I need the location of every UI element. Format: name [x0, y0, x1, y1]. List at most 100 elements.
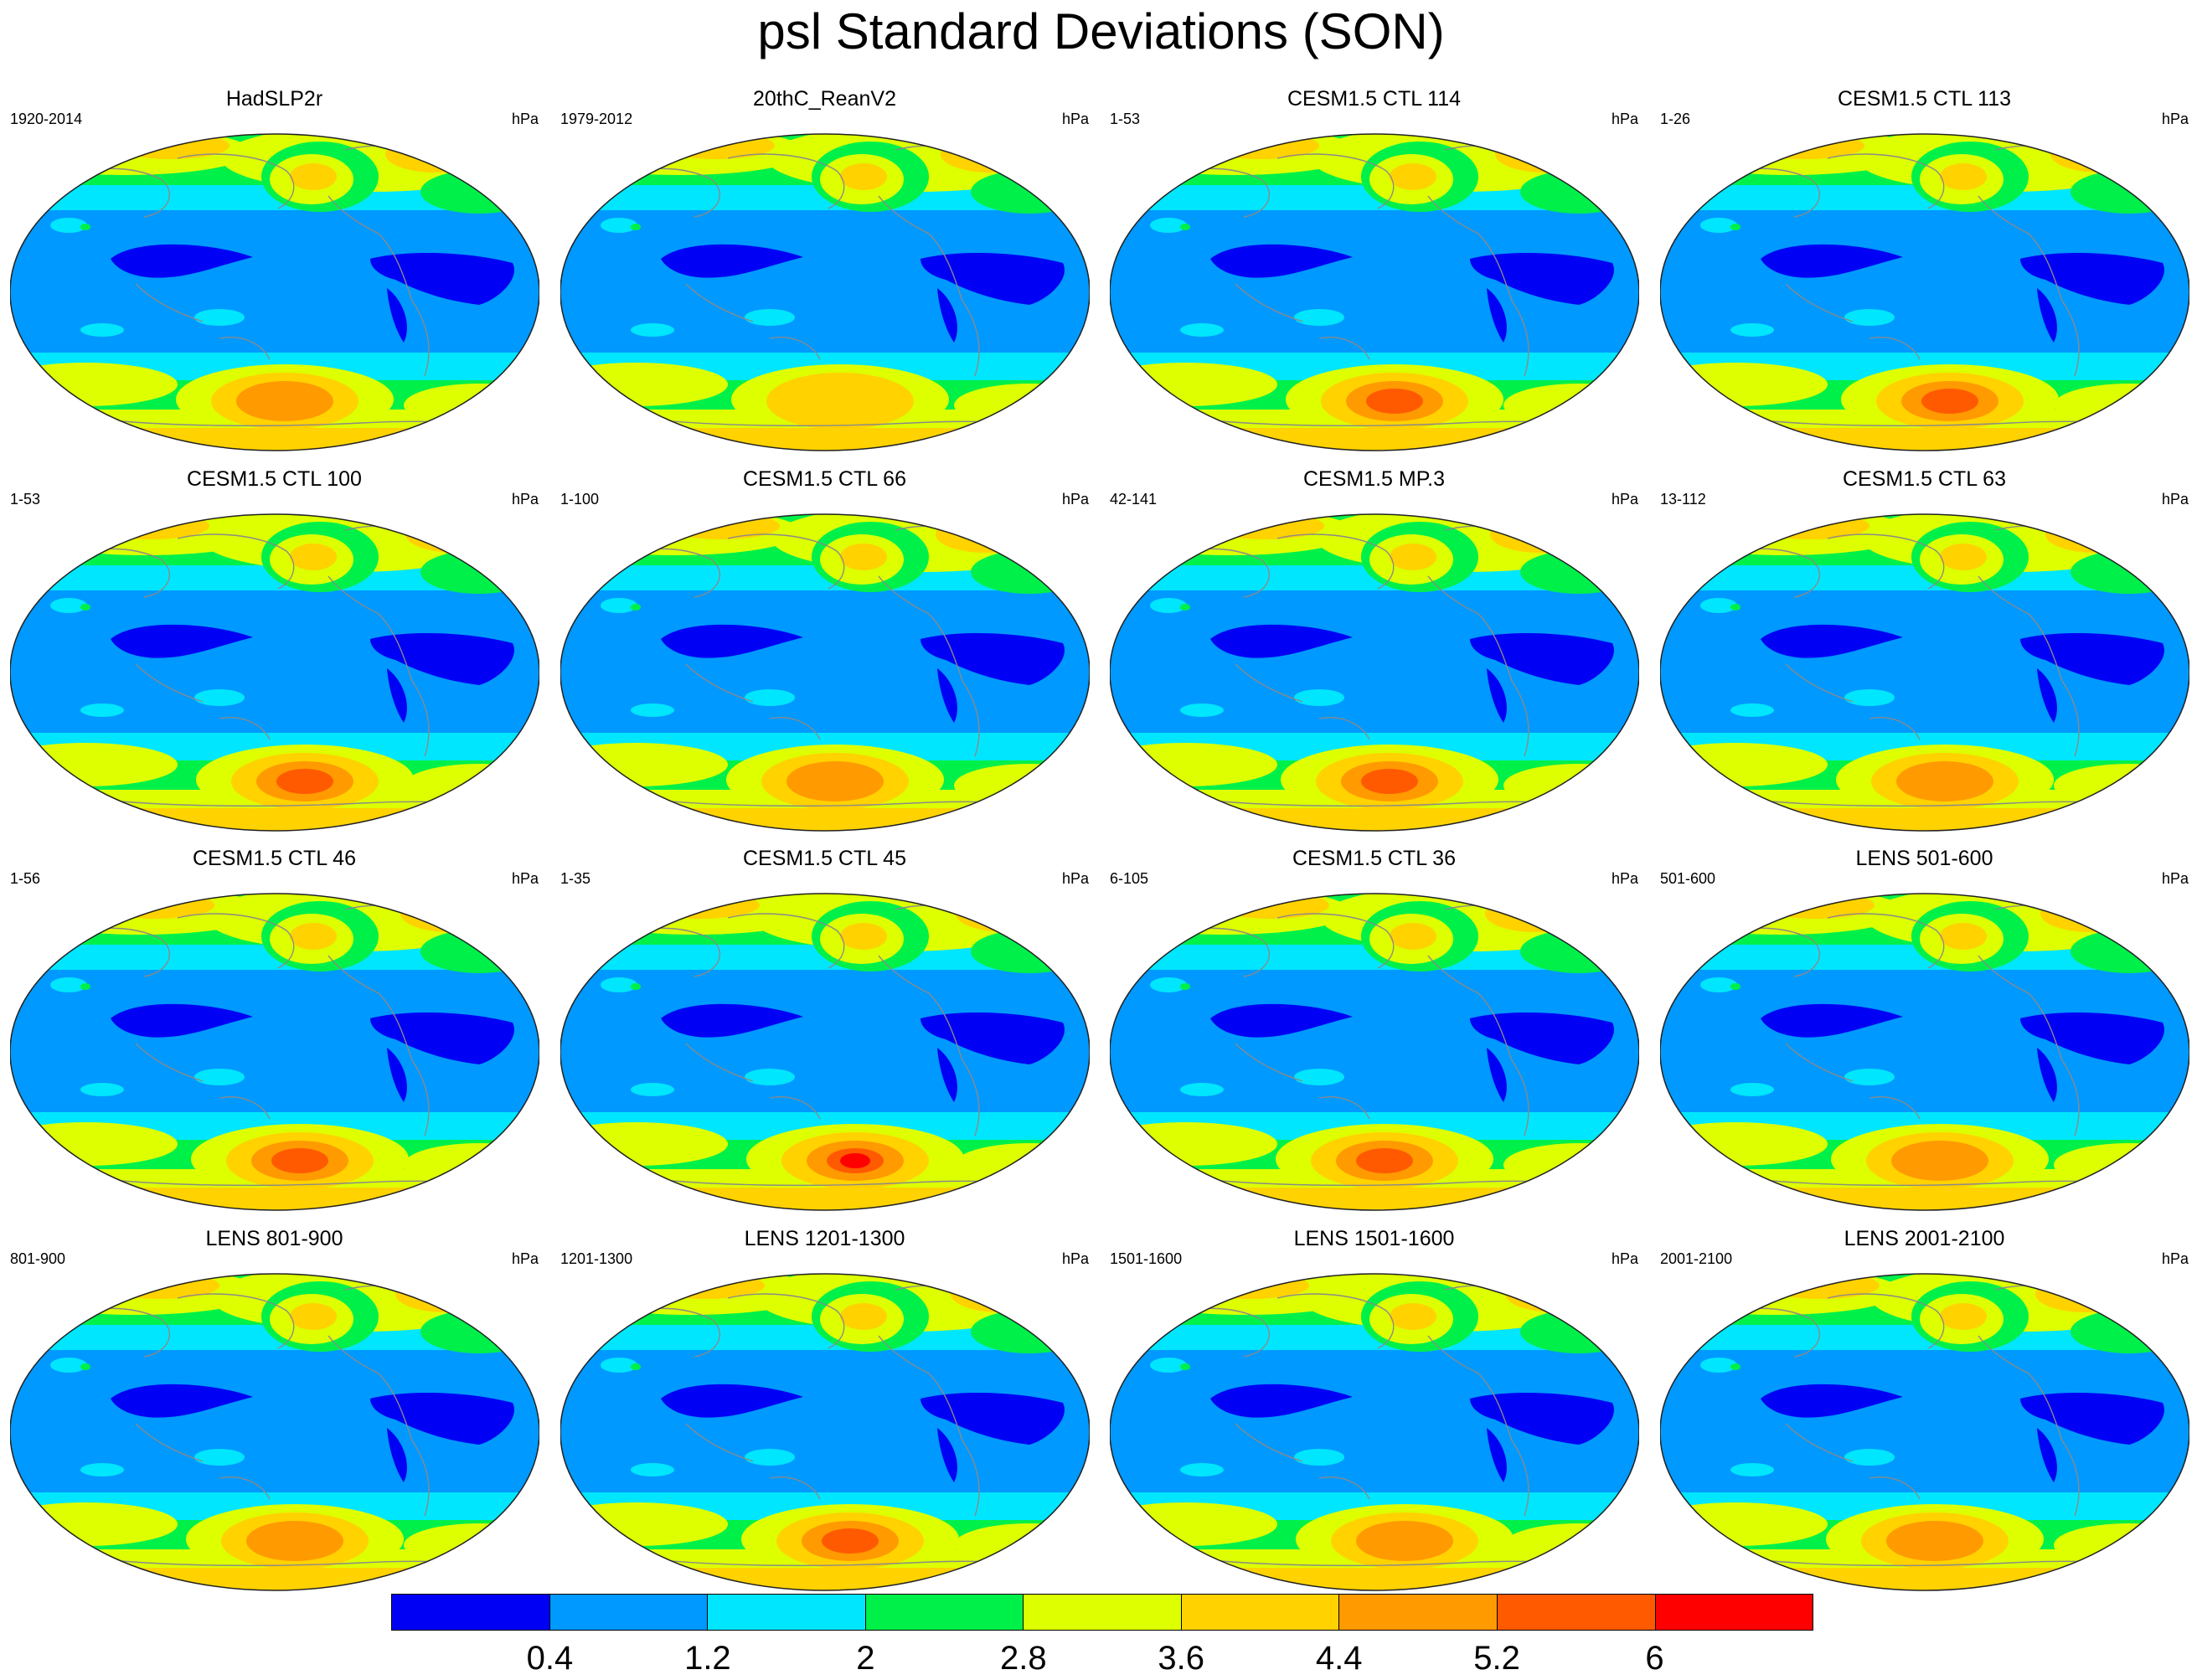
panel-unit: hPa [2161, 1250, 2189, 1267]
panel-title: LENS 801-900 [205, 1227, 343, 1250]
colorbar-tick-label: 4.4 [1315, 1640, 1363, 1677]
panel-title: CESM1.5 CTL 63 [1843, 467, 2006, 491]
panel-period: 1-35 [560, 870, 591, 887]
colorbar-boxes [391, 1594, 1813, 1631]
map-panel: LENS 801-900 801-900 hPa [0, 1226, 549, 1595]
map-panel: CESM1.5 CTL 45 1-35 hPa [550, 846, 1099, 1214]
panel-unit: hPa [511, 1250, 539, 1267]
panel-unit: hPa [2161, 870, 2189, 887]
map-panel: HadSLP2r 1920-2014 hPa [0, 86, 549, 455]
contour-map [1110, 1273, 1639, 1591]
panel-unit: hPa [511, 111, 539, 127]
panel-title: CESM1.5 CTL 45 [743, 847, 906, 870]
panel-title: LENS 1501-1600 [1293, 1227, 1455, 1250]
contour-map [1110, 893, 1639, 1211]
panel-title: HadSLP2r [225, 87, 323, 111]
panel-title: CESM1.5 MP.3 [1302, 467, 1446, 491]
contour-map [10, 893, 539, 1211]
panel-title: CESM1.5 CTL 36 [1292, 847, 1456, 870]
contour-map [560, 1273, 1090, 1591]
map-panel: LENS 1201-1300 1201-1300 hPa [550, 1226, 1099, 1595]
panel-title: LENS 501-600 [1855, 847, 1993, 870]
colorbar-tick-label: 2.8 [999, 1640, 1047, 1677]
panel-unit: hPa [511, 491, 539, 508]
colorbar-box [1181, 1595, 1340, 1630]
panel-unit: hPa [2161, 491, 2189, 508]
map-panel: CESM1.5 CTL 100 1-53 hPa [0, 466, 549, 835]
colorbar-box [865, 1595, 1024, 1630]
colorbar-box [549, 1595, 709, 1630]
panel-period: 42-141 [1110, 491, 1158, 508]
colorbar-tick-label: 1.2 [684, 1640, 731, 1677]
map-panel: LENS 501-600 501-600 hPa [1650, 846, 2199, 1214]
panel-period: 6-105 [1110, 870, 1149, 887]
colorbar-labels: 0.4 1.2 2 2.8 3.6 4.4 5.2 6 [392, 1638, 1813, 1680]
map-panel: CESM1.5 MP.3 42-141 hPa [1100, 466, 1648, 835]
panel-title: CESM1.5 CTL 66 [743, 467, 906, 491]
panel-period: 1-100 [560, 491, 600, 508]
colorbar-box [708, 1595, 866, 1630]
contour-map [1110, 133, 1639, 451]
contour-map [10, 513, 539, 832]
panel-title: CESM1.5 CTL 46 [193, 847, 356, 870]
panel-period: 1-26 [1660, 111, 1691, 127]
panel-title: 20thC_ReanV2 [753, 87, 896, 111]
map-panel: LENS 2001-2100 2001-2100 hPa [1650, 1226, 2199, 1595]
map-panel: LENS 1501-1600 1501-1600 hPa [1100, 1226, 1648, 1595]
panel-unit: hPa [2161, 111, 2189, 127]
colorbar-box [1339, 1595, 1498, 1630]
contour-map [1660, 1273, 2189, 1591]
panel-period: 501-600 [1660, 870, 1716, 887]
colorbar-tick-label: 5.2 [1473, 1640, 1520, 1677]
map-panel: CESM1.5 CTL 113 1-26 hPa [1650, 86, 2199, 455]
panel-period: 2001-2100 [1660, 1250, 1733, 1267]
panel-period: 1-56 [10, 870, 41, 887]
panel-unit: hPa [1061, 1250, 1089, 1267]
panel-unit: hPa [1611, 1250, 1638, 1267]
map-panel: 20thC_ReanV2 1979-2012 hPa [550, 86, 1099, 455]
panel-period: 1501-1600 [1110, 1250, 1183, 1267]
contour-map [10, 133, 539, 451]
colorbar-tick-label: 2 [856, 1640, 875, 1677]
panel-title: CESM1.5 CTL 100 [187, 467, 362, 491]
panel-period: 801-900 [10, 1250, 66, 1267]
panel-period: 1201-1300 [560, 1250, 633, 1267]
map-panel: CESM1.5 CTL 66 1-100 hPa [550, 466, 1099, 835]
colorbar-box [1655, 1595, 1813, 1630]
colorbar-tick-label: 0.4 [526, 1640, 574, 1677]
colorbar-box [1024, 1595, 1182, 1630]
panel-title: LENS 2001-2100 [1844, 1227, 2005, 1250]
contour-map [560, 513, 1090, 832]
colorbar-box [392, 1595, 550, 1630]
contour-map [1660, 893, 2189, 1211]
colorbar-tick-label: 6 [1645, 1640, 1664, 1677]
panel-period: 1-53 [10, 491, 41, 508]
panel-unit: hPa [511, 870, 539, 887]
panel-unit: hPa [1611, 870, 1638, 887]
panel-unit: hPa [1061, 870, 1089, 887]
panel-title: LENS 1201-1300 [744, 1227, 905, 1250]
contour-map [560, 133, 1090, 451]
page-title: psl Standard Deviations (SON) [757, 3, 1445, 59]
panel-period: 13-112 [1660, 491, 1706, 508]
contour-map [10, 1273, 539, 1591]
panel-title: CESM1.5 CTL 114 [1287, 87, 1462, 111]
panel-period: 1-53 [1110, 111, 1141, 127]
panel-unit: hPa [1061, 111, 1089, 127]
panel-period: 1920-2014 [10, 111, 83, 127]
colorbar-tick-label: 3.6 [1158, 1640, 1205, 1677]
panel-period: 1979-2012 [560, 111, 633, 127]
map-panel: CESM1.5 CTL 36 6-105 hPa [1100, 846, 1648, 1214]
map-panel: CESM1.5 CTL 46 1-56 hPa [0, 846, 549, 1214]
contour-map [1660, 133, 2189, 451]
colorbar: 0.4 1.2 2 2.8 3.6 4.4 5.2 6 [391, 1594, 1813, 1677]
panel-unit: hPa [1611, 111, 1638, 127]
panel-unit: hPa [1611, 491, 1638, 508]
panel-title: CESM1.5 CTL 113 [1837, 87, 2012, 111]
map-panel: CESM1.5 CTL 114 1-53 hPa [1100, 86, 1648, 455]
contour-map [560, 893, 1090, 1211]
colorbar-box [1497, 1595, 1656, 1630]
panel-unit: hPa [1061, 491, 1089, 508]
contour-map [1110, 513, 1639, 832]
